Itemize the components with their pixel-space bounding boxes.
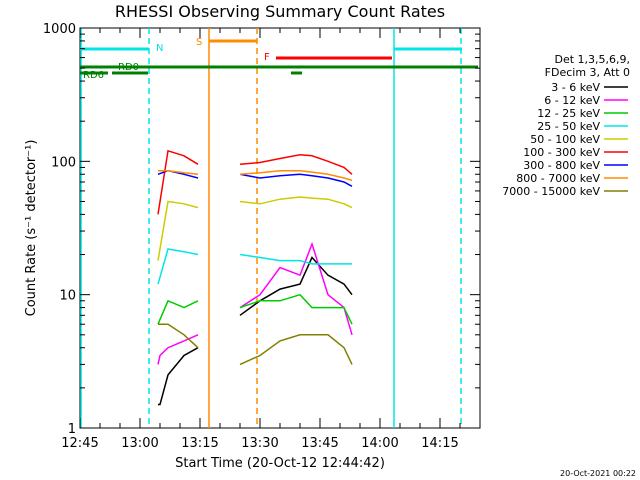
x-axis-label: Start Time (20-Oct-12 12:44:42) — [175, 456, 385, 471]
plot-frame — [79, 27, 481, 429]
series-line-1 — [157, 334, 199, 365]
series-line-4 — [239, 196, 353, 209]
series-line-0 — [239, 256, 353, 316]
y-axis-label: Count Rate (s⁻¹ detector⁻¹) — [24, 140, 39, 317]
legend-label: 12 - 25 keV — [537, 107, 600, 120]
x-tick-label: 13:15 — [181, 436, 218, 451]
series-line-1 — [239, 241, 353, 336]
footer-timestamp: 20-Oct-2021 00:22 — [560, 469, 636, 478]
legend-label: 100 - 300 keV — [523, 146, 600, 159]
x-tick-label: 12:45 — [61, 436, 98, 451]
legend-label: 3 - 6 keV — [551, 81, 600, 94]
series-line-7 — [239, 169, 353, 182]
annotation-label-rd0: RD0 — [118, 62, 139, 73]
legend-label: 800 - 7000 keV — [516, 172, 600, 185]
x-tick-label: 13:45 — [301, 436, 338, 451]
legend-label: 50 - 100 keV — [530, 133, 600, 146]
y-tick-label: 100 — [51, 155, 76, 170]
annotation-label-f: F — [264, 52, 270, 63]
series-line-3 — [239, 253, 352, 265]
series-line-8 — [239, 334, 353, 366]
series-line-6 — [239, 173, 353, 187]
legend-label: 6 - 12 keV — [544, 94, 600, 107]
series-line-5 — [239, 154, 353, 175]
y-tick-label: 1 — [68, 422, 76, 437]
y-tick-label: 1000 — [43, 22, 76, 37]
x-tick-label: 14:15 — [421, 436, 458, 451]
series-line-7 — [158, 169, 199, 176]
x-tick-label: 13:30 — [241, 436, 278, 451]
chart-title: RHESSI Observing Summary Count Rates — [115, 2, 445, 21]
legend-header: Det 1,3,5,6,9, — [554, 53, 630, 66]
legend-label: 7000 - 15000 keV — [502, 185, 600, 198]
y-tick-label: 10 — [59, 289, 76, 304]
series-line-2 — [157, 299, 199, 325]
x-tick-label: 14:00 — [361, 436, 398, 451]
series-line-5 — [157, 149, 199, 215]
series-line-0 — [158, 347, 199, 406]
legend-header: FDecim 3, Att 0 — [545, 66, 630, 79]
legend-label: 300 - 800 keV — [523, 159, 600, 172]
x-tick-label: 13:00 — [121, 436, 158, 451]
annotation-label-s: S — [196, 37, 202, 48]
legend-label: 25 - 50 keV — [537, 120, 600, 133]
series-line-2 — [239, 293, 353, 325]
series-line-3 — [157, 248, 199, 285]
series-line-4 — [157, 200, 199, 261]
annotation-label-n: N — [156, 43, 163, 54]
annotation-label-rd6: RD6 — [83, 70, 104, 81]
series-line-8 — [158, 323, 199, 349]
